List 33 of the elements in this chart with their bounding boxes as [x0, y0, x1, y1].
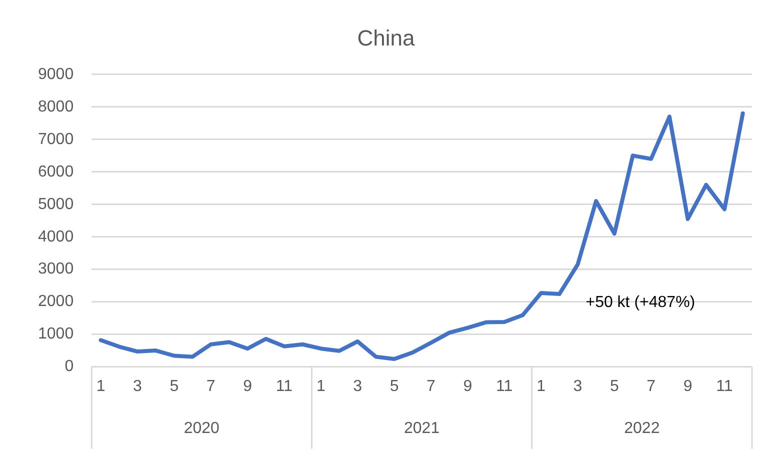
y-tick-label: 0: [64, 358, 74, 376]
x-tick-label: 3: [573, 378, 582, 395]
x-tick-label: 11: [276, 378, 293, 395]
x-tick-label: 3: [353, 378, 362, 395]
x-tick-label: 7: [426, 378, 436, 395]
y-tick-label: 7000: [38, 130, 74, 148]
x-tick-label: 7: [646, 378, 656, 395]
x-tick-label: 5: [610, 378, 619, 395]
text: 2021: [404, 420, 440, 438]
annotation: +50 kt (+487%): [586, 294, 696, 311]
x-tick-label: 1: [536, 378, 546, 395]
chart-title: China: [357, 25, 416, 50]
y-tick-label: 8000: [38, 98, 74, 116]
y-tick-label: 4000: [38, 228, 74, 246]
y-tick-label: 2000: [38, 293, 74, 310]
x-tick-label: 9: [463, 378, 472, 395]
x-tick-label: 9: [243, 378, 252, 395]
x-tick-label: 5: [390, 378, 399, 395]
x-tick-label: 5: [170, 378, 179, 395]
x-tick-label: 9: [683, 378, 692, 395]
x-tick-label: 1: [96, 378, 106, 395]
x-tick-label: 11: [716, 378, 733, 395]
x-tick-label: 1: [316, 378, 326, 395]
y-tick-label: 9000: [38, 66, 74, 83]
y-tick-label: 5000: [38, 196, 74, 213]
y-tick-label: 1000: [38, 326, 74, 343]
x-tick-label: 7: [206, 378, 216, 395]
x-tick-label: 3: [133, 378, 142, 395]
x-tick-label: 11: [496, 378, 513, 395]
text: 2022: [624, 420, 660, 438]
y-tick-label: 6000: [38, 163, 74, 180]
text: 2020: [184, 420, 220, 438]
y-tick-label: 3000: [38, 260, 74, 278]
